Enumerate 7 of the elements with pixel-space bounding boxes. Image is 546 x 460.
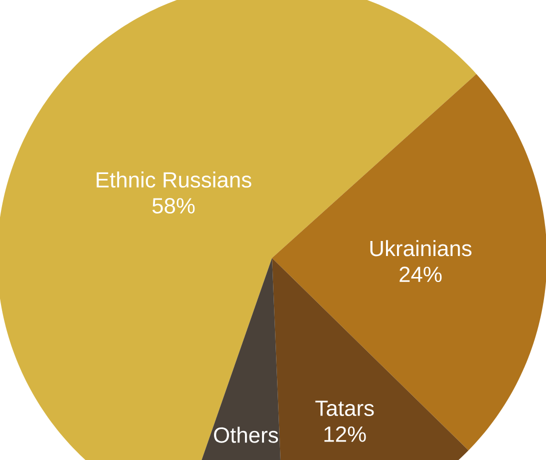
data-label: 12% [324,426,366,442]
data-label: 24% [400,266,442,282]
slice-label: Ukrainians [370,240,472,256]
data-label: 58% [152,198,195,214]
slice-label: Others [214,426,278,443]
slice-label: Ethnic Russians [96,172,252,188]
slice-label: Tatars [315,400,374,416]
